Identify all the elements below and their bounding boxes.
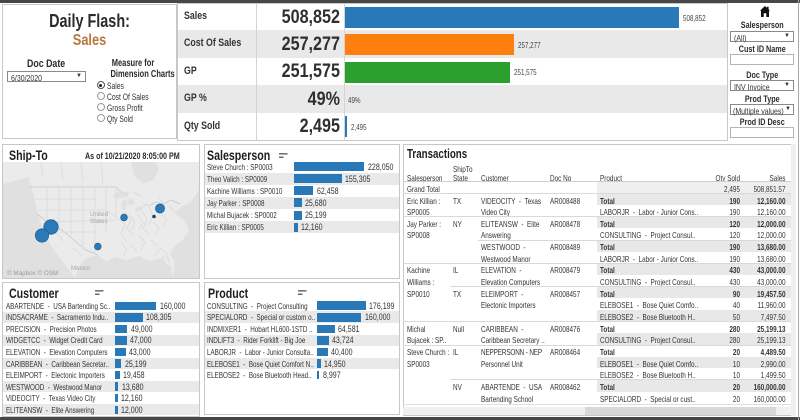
svg-text:States: States [90,218,108,225]
svg-text:United: United [90,211,108,218]
svg-text:Mexico: Mexico [71,265,91,272]
